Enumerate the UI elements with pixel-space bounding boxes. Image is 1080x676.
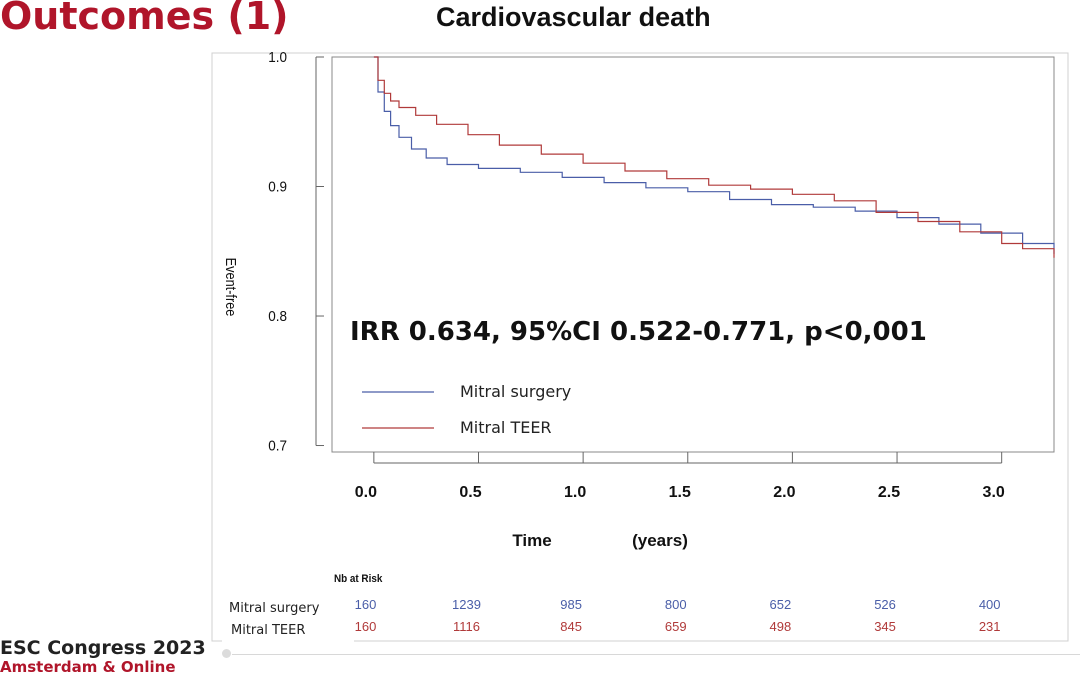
risk-table-header: Nb at Risk xyxy=(334,574,383,586)
x-tick-label: 0.0 xyxy=(355,484,377,501)
risk-cell: 231 xyxy=(979,619,1001,634)
x-tick-label: 0.5 xyxy=(459,484,481,501)
y-axis-label: Event-free xyxy=(223,258,240,317)
y-tick-label: 1.0 xyxy=(268,49,287,66)
risk-cell: 845 xyxy=(560,619,582,634)
risk-cell: 985 xyxy=(560,597,582,612)
risk-label-box xyxy=(222,596,354,642)
chart-panel xyxy=(211,52,1069,642)
risk-cell: 1239 xyxy=(452,597,481,612)
footer-location: Amsterdam & Online xyxy=(0,658,176,676)
slide-title: Outcomes (1) xyxy=(0,0,289,38)
risk-cell: 345 xyxy=(874,619,896,634)
x-tick-label: 1.5 xyxy=(669,484,691,501)
x-tick-label: 2.0 xyxy=(773,484,795,501)
x-tick-label: 1.0 xyxy=(564,484,586,501)
risk-cell: 800 xyxy=(665,597,687,612)
risk-cell: 659 xyxy=(665,619,687,634)
series-line-mitral-surgery xyxy=(373,56,1055,254)
legend-label: Mitral TEER xyxy=(460,418,552,437)
stat-annotation: IRR 0.634, 95%CI 0.522-0.771, p<0,001 xyxy=(350,317,927,347)
risk-cell: 2160 xyxy=(347,597,376,612)
footer-dot xyxy=(222,649,231,658)
x-axis-unit: (years) xyxy=(632,531,688,550)
risk-cell: 1116 xyxy=(453,619,480,634)
y-tick-label: 0.7 xyxy=(268,438,287,455)
risk-cell: 526 xyxy=(874,597,896,612)
risk-cell: 498 xyxy=(770,619,792,634)
series-line-mitral-teer xyxy=(373,56,1055,258)
y-tick-label: 0.8 xyxy=(268,308,287,325)
x-tick-label: 2.5 xyxy=(878,484,900,501)
footer-event-name: ESC Congress 2023 xyxy=(0,637,206,659)
x-axis-label: Time xyxy=(512,531,551,550)
legend-label: Mitral surgery xyxy=(460,382,571,401)
y-tick-label: 0.9 xyxy=(268,179,287,196)
risk-cell: 400 xyxy=(979,597,1001,612)
risk-cell: 652 xyxy=(770,597,792,612)
risk-cell: 2160 xyxy=(347,619,376,634)
risk-row-label-teer: Mitral TEER xyxy=(231,623,306,638)
footer-divider xyxy=(232,654,1080,655)
chart-title: Cardiovascular death xyxy=(436,2,711,32)
risk-row-label-surgery: Mitral surgery xyxy=(229,601,320,616)
x-tick-label: 3.0 xyxy=(983,484,1005,501)
